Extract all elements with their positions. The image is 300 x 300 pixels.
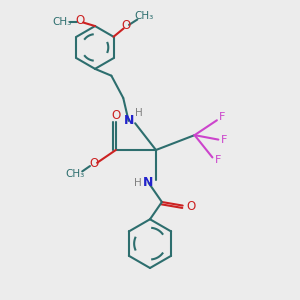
Text: N: N	[143, 176, 154, 189]
Text: H: H	[135, 108, 142, 118]
Text: F: F	[220, 135, 227, 145]
Text: CH₃: CH₃	[65, 169, 85, 179]
Text: O: O	[111, 109, 120, 122]
Text: O: O	[76, 14, 85, 27]
Text: CH₃: CH₃	[52, 16, 71, 27]
Text: F: F	[219, 112, 225, 122]
Text: H: H	[134, 178, 142, 188]
Text: O: O	[89, 157, 98, 170]
Text: O: O	[122, 19, 131, 32]
Text: CH₃: CH₃	[134, 11, 154, 21]
Text: O: O	[186, 200, 196, 213]
Text: N: N	[123, 114, 134, 128]
Text: F: F	[214, 155, 221, 165]
